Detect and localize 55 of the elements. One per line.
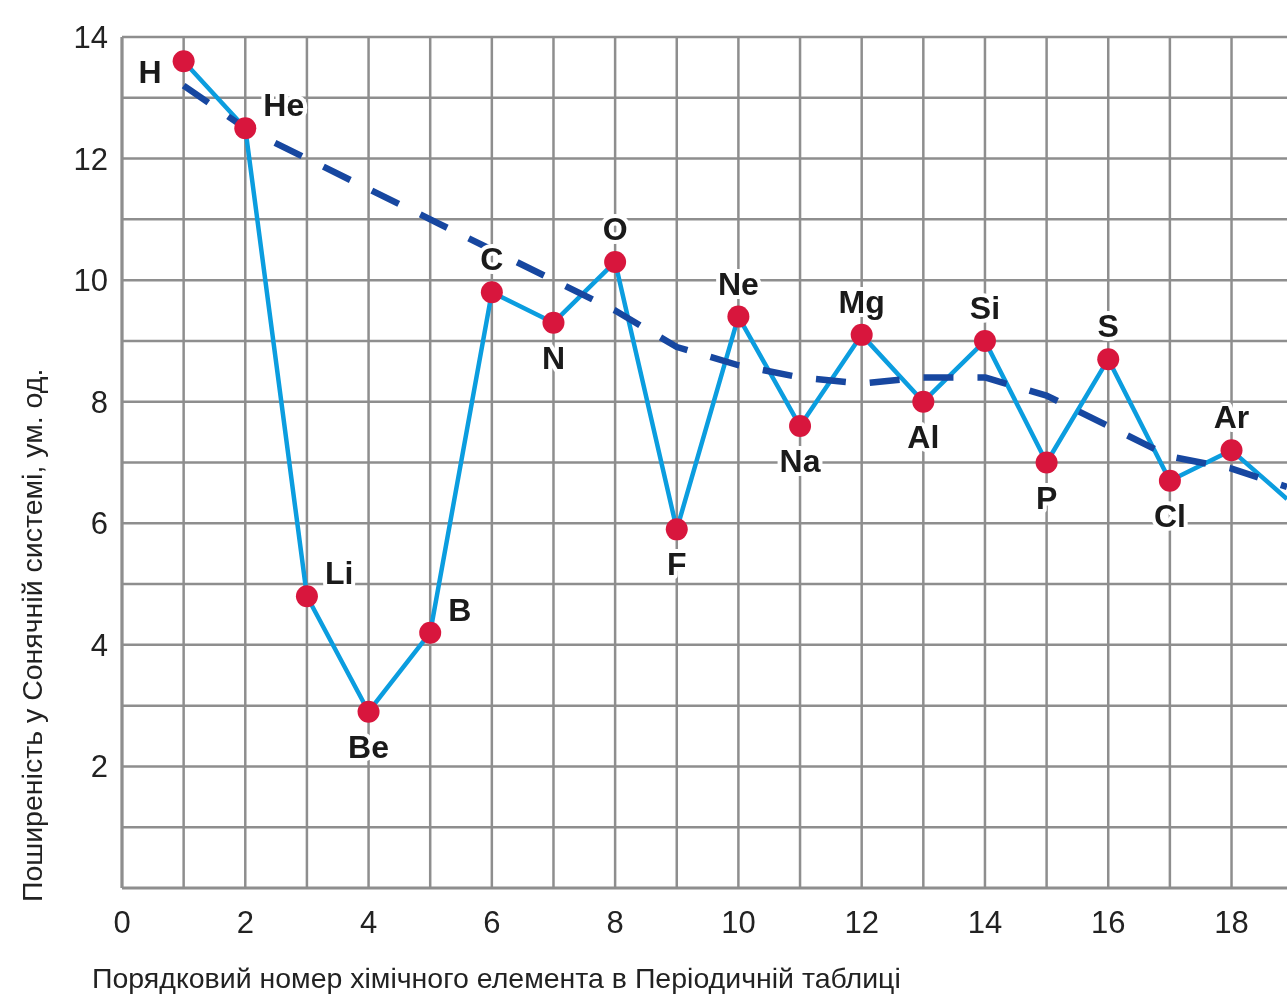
y-tick-label: 10: [73, 263, 108, 299]
point: [604, 250, 627, 273]
y-tick-label: 6: [90, 506, 108, 542]
annotation: Be: [348, 728, 390, 765]
point: [480, 281, 503, 304]
point: [973, 329, 996, 352]
y-tick-label: 12: [73, 141, 108, 177]
point: [295, 585, 318, 608]
x-axis-title: Порядковий номер хімічного елемента в Періодичній таблиці: [92, 962, 901, 994]
x-tick-label: 0: [113, 905, 131, 940]
point: [789, 415, 812, 438]
annotation: B: [448, 591, 472, 628]
point: [419, 621, 442, 644]
x-tick-label: 8: [606, 905, 624, 940]
y-axis-title: Поширеність у Сонячній системі, ум. од.: [16, 368, 48, 902]
annotation: Mg: [838, 283, 885, 320]
annotation: Li: [324, 555, 354, 592]
annotation: He: [263, 87, 305, 124]
point: [727, 305, 750, 328]
annotation: H: [138, 54, 162, 91]
point: [665, 518, 688, 541]
annotation: C: [480, 241, 504, 278]
point: [234, 117, 257, 140]
annotation: O: [602, 210, 628, 247]
x-tick-label: 6: [483, 905, 501, 940]
y-tick-label: 8: [90, 384, 108, 420]
annotation: F: [666, 546, 687, 583]
point: [1158, 469, 1181, 492]
y-tick-label: 4: [90, 627, 108, 663]
annotation: Al: [907, 418, 940, 455]
x-tick-label: 10: [721, 905, 756, 940]
annotation: Si: [969, 289, 1001, 326]
x-tick-label: 18: [1214, 905, 1249, 940]
annotation: Ne: [717, 265, 759, 302]
y-tick-label: 2: [90, 749, 108, 785]
point: [172, 50, 195, 73]
point: [1035, 451, 1058, 474]
x-tick-label: 16: [1091, 905, 1126, 940]
x-tick-label: 12: [844, 905, 879, 940]
annotation: Ar: [1213, 399, 1250, 436]
point: [1220, 439, 1243, 462]
x-tick-label: 4: [359, 905, 378, 940]
annotation: N: [541, 339, 566, 376]
annotation: Cl: [1153, 497, 1186, 534]
point: [1097, 348, 1120, 371]
annotation: P: [1035, 479, 1058, 516]
y-tick-label: 14: [73, 20, 108, 55]
x-tick-label: 14: [967, 905, 1003, 940]
annotation: S: [1097, 308, 1119, 345]
point: [912, 390, 935, 413]
x-tick-label: 2: [236, 905, 254, 940]
point: [357, 700, 380, 723]
point: [542, 311, 565, 334]
annotation: Na: [779, 443, 821, 480]
point: [850, 323, 873, 346]
